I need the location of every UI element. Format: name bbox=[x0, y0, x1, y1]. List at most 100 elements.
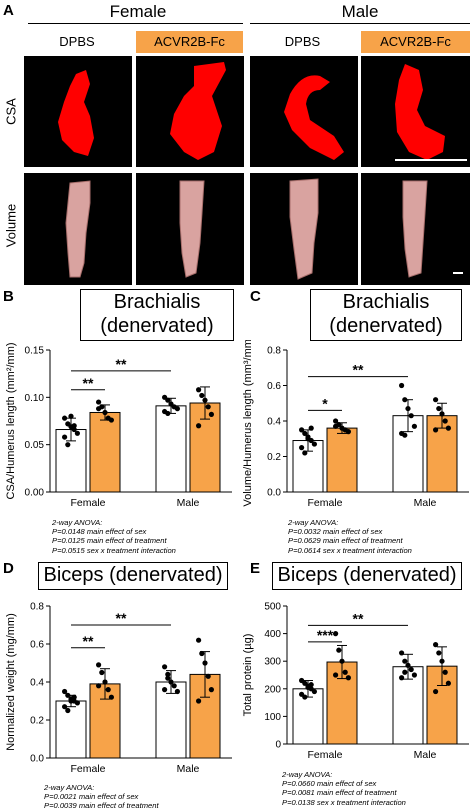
data-point bbox=[399, 650, 405, 656]
data-point bbox=[165, 397, 171, 403]
data-point bbox=[445, 680, 451, 686]
data-point bbox=[162, 664, 168, 670]
csa-image-male-dpbs bbox=[250, 56, 358, 167]
x-category-label: Female bbox=[307, 749, 342, 761]
data-point bbox=[402, 397, 408, 403]
data-point bbox=[302, 694, 308, 700]
data-point bbox=[62, 434, 68, 440]
data-point bbox=[208, 687, 214, 693]
y-tick-label: 0.00 bbox=[25, 488, 45, 499]
anova-line: P=0.0614 sex x treatment interaction bbox=[288, 545, 412, 555]
bar bbox=[155, 681, 187, 759]
data-point bbox=[408, 666, 414, 673]
data-point bbox=[196, 698, 202, 704]
data-point bbox=[205, 673, 211, 679]
data-point bbox=[411, 672, 417, 678]
volume-image-male-dpbs bbox=[250, 173, 358, 285]
panel-label-e: E bbox=[250, 560, 261, 577]
csa-image-female-dpbs bbox=[24, 56, 132, 167]
data-point bbox=[333, 631, 339, 637]
panel-label-a: A bbox=[3, 2, 14, 19]
data-point bbox=[402, 669, 408, 675]
data-point bbox=[165, 675, 171, 681]
x-category-label: Male bbox=[177, 497, 200, 509]
y-tick-label: 0.0 bbox=[267, 488, 281, 499]
bar bbox=[292, 688, 324, 745]
data-point bbox=[402, 432, 408, 438]
data-point bbox=[71, 694, 77, 700]
x-category-label: Female bbox=[70, 497, 105, 509]
data-point bbox=[65, 692, 71, 698]
data-point bbox=[196, 637, 202, 643]
data-point bbox=[345, 675, 351, 681]
bar bbox=[55, 700, 87, 759]
y-tick-label: 500 bbox=[264, 602, 281, 613]
data-point bbox=[436, 650, 442, 656]
data-point bbox=[171, 683, 177, 689]
panel-e-anova: 2-way ANOVA: P=0.0660 main effect of sex… bbox=[282, 770, 406, 807]
data-point bbox=[442, 418, 448, 424]
data-point bbox=[168, 679, 174, 685]
data-point bbox=[436, 405, 442, 412]
data-point bbox=[333, 672, 339, 678]
data-point bbox=[108, 694, 114, 700]
y-tick-label: 0.8 bbox=[30, 602, 44, 613]
chart-panel-b: 0.00 0.05 0.10 0.15 CSA/Humerus length (mm²/… bbox=[5, 342, 232, 509]
data-point bbox=[96, 406, 102, 412]
x-category-label: Male bbox=[414, 749, 437, 761]
anova-line: 2-way ANOVA: bbox=[44, 783, 95, 792]
data-point bbox=[99, 669, 105, 676]
data-point bbox=[433, 688, 439, 695]
y-tick-label: 0.6 bbox=[30, 640, 44, 651]
significance-label: ** bbox=[116, 356, 127, 372]
anova-line: P=0.0125 main effect of treatment bbox=[52, 536, 167, 546]
significance-label: ** bbox=[353, 610, 364, 626]
data-point bbox=[299, 427, 305, 433]
significance-label: ** bbox=[116, 610, 127, 626]
data-point bbox=[405, 662, 411, 668]
data-point bbox=[174, 406, 180, 412]
y-tick-label: 0.2 bbox=[30, 716, 44, 727]
data-point bbox=[305, 436, 311, 442]
data-point bbox=[405, 405, 411, 412]
data-point bbox=[105, 687, 111, 693]
y-tick-label: 0.15 bbox=[25, 346, 45, 357]
panel-c-title-line1: Brachialis bbox=[342, 291, 430, 313]
anova-line: 2-way ANOVA: bbox=[288, 518, 339, 527]
data-point bbox=[311, 441, 317, 447]
volume-image-female-dpbs bbox=[24, 173, 132, 285]
bar bbox=[326, 427, 358, 493]
data-point bbox=[71, 426, 77, 433]
y-tick-label: 0.05 bbox=[25, 440, 45, 451]
csa-image-female-acvr2b bbox=[136, 56, 244, 167]
data-point bbox=[96, 662, 102, 668]
data-point bbox=[399, 382, 405, 389]
anova-line: P=0.0039 main effect of treatment bbox=[44, 801, 159, 811]
data-point bbox=[162, 687, 168, 693]
data-point bbox=[71, 423, 77, 429]
x-category-label: Female bbox=[70, 763, 105, 775]
anova-line: P=0.0515 sex x treatment interaction bbox=[52, 545, 176, 555]
panel-label-d: D bbox=[3, 560, 14, 577]
csa-image-male-acvr2b bbox=[361, 56, 470, 167]
sex-header-divider-female bbox=[28, 23, 243, 24]
data-point bbox=[336, 647, 342, 653]
panel-d-anova: 2-way ANOVA: P=0.0021 main effect of sex… bbox=[44, 783, 159, 811]
data-point bbox=[433, 642, 439, 648]
sex-header-male: Male bbox=[341, 2, 379, 21]
data-point bbox=[202, 660, 208, 666]
panel-e-title: Biceps (denervated) bbox=[272, 562, 462, 590]
data-point bbox=[96, 683, 102, 689]
data-point bbox=[68, 413, 74, 419]
data-point bbox=[308, 682, 314, 688]
column-header-female-acvr2b: ACVR2B-Fc bbox=[136, 31, 243, 53]
anova-line: P=0.0032 main effect of sex bbox=[288, 527, 383, 537]
data-point bbox=[174, 688, 180, 695]
anova-line: 2-way ANOVA: bbox=[282, 770, 333, 779]
data-point bbox=[196, 423, 202, 429]
panel-c-anova: 2-way ANOVA: P=0.0032 main effect of sex… bbox=[288, 518, 412, 555]
chart-panel-c: 0.0 0.2 0.4 0.6 0.8 Volume/Humerus length (mm… bbox=[242, 340, 469, 509]
y-tick-label: 0.4 bbox=[30, 678, 44, 689]
row-label-csa: CSA bbox=[3, 98, 19, 125]
data-point bbox=[445, 425, 451, 431]
